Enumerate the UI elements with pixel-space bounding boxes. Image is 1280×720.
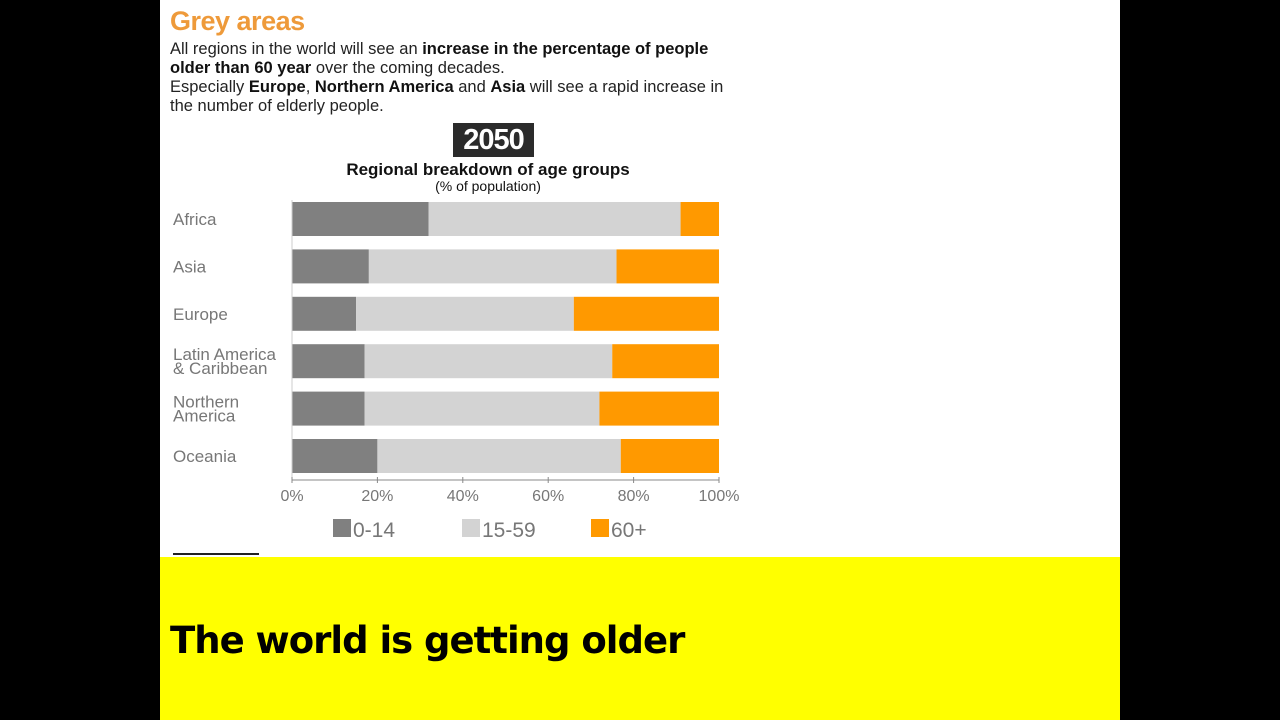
bar-segment-0-14 bbox=[292, 344, 365, 379]
region-label: Asia bbox=[173, 257, 207, 276]
infographic-title: Grey areas bbox=[170, 6, 305, 36]
region-label: Europe bbox=[173, 305, 228, 324]
bar-segment-60+ bbox=[612, 344, 719, 379]
bar-segment-15-59 bbox=[356, 296, 574, 331]
x-tick-label: 40% bbox=[447, 488, 479, 505]
region-label: Oceania bbox=[173, 447, 237, 466]
intro-text-part: will see a rapid increase in the number … bbox=[170, 78, 724, 115]
intro-emphasis: Northern America bbox=[314, 78, 454, 96]
intro-emphasis: Europe bbox=[248, 78, 306, 96]
bar-segment-60+ bbox=[620, 439, 719, 473]
slide-caption: The world is getting older bbox=[170, 619, 685, 662]
chart-title: Regional breakdown of age groups bbox=[346, 160, 630, 179]
caption-bar: The world is getting older bbox=[160, 557, 1120, 720]
divider-line bbox=[173, 553, 259, 555]
bar-segment-15-59 bbox=[377, 439, 621, 473]
intro-text-part: All regions in the world will see an bbox=[170, 40, 423, 58]
bar-segment-0-14 bbox=[292, 439, 378, 473]
x-tick-label: 20% bbox=[361, 488, 393, 505]
intro-text-part: and bbox=[453, 78, 491, 96]
bar-segment-60+ bbox=[573, 296, 719, 331]
bar-segment-0-14 bbox=[292, 296, 357, 331]
legend-swatch-60+ bbox=[591, 519, 609, 537]
legend-label: 0-14 bbox=[353, 519, 395, 542]
region-label: Latin America & Caribbean bbox=[173, 345, 277, 378]
bar-segment-15-59 bbox=[368, 249, 617, 284]
x-tick-label: 60% bbox=[532, 488, 564, 505]
bar-segment-60+ bbox=[599, 391, 719, 426]
bar-segment-60+ bbox=[616, 249, 719, 284]
bar-segment-0-14 bbox=[292, 202, 429, 236]
intro-text-part: over the coming decades. bbox=[311, 59, 505, 77]
x-tick-label: 0% bbox=[280, 488, 303, 505]
legend-swatch-0-14 bbox=[333, 519, 351, 537]
chart-subtitle: (% of population) bbox=[435, 178, 541, 194]
bar-segment-15-59 bbox=[364, 344, 613, 379]
intro-emphasis: increase in the percentage of people old… bbox=[170, 40, 709, 77]
x-tick-label: 100% bbox=[699, 488, 740, 505]
region-label: Northern America bbox=[173, 393, 239, 426]
intro-text: All regions in the world will see an inc… bbox=[170, 40, 730, 116]
x-tick-label: 80% bbox=[618, 488, 650, 505]
legend-swatch-15-59 bbox=[462, 519, 480, 537]
intro-emphasis: Asia bbox=[490, 78, 526, 96]
slide-panel: Grey areas All regions in the world will… bbox=[160, 0, 1120, 720]
region-label: Africa bbox=[173, 210, 217, 229]
bar-segment-0-14 bbox=[292, 391, 365, 426]
stacked-bar-chart: Africa Asia Europe Latin America & Caribbean… bbox=[173, 200, 740, 542]
bar-segment-15-59 bbox=[428, 202, 681, 236]
legend-label: 15-59 bbox=[482, 519, 536, 542]
intro-text-part: , bbox=[305, 78, 315, 96]
bar-segment-60+ bbox=[680, 202, 719, 236]
bar-segment-0-14 bbox=[292, 249, 369, 284]
bar-segment-15-59 bbox=[364, 391, 600, 426]
year-badge: 2050 bbox=[453, 123, 534, 157]
intro-text-part: Especially bbox=[170, 78, 249, 96]
legend-label: 60+ bbox=[611, 519, 647, 542]
